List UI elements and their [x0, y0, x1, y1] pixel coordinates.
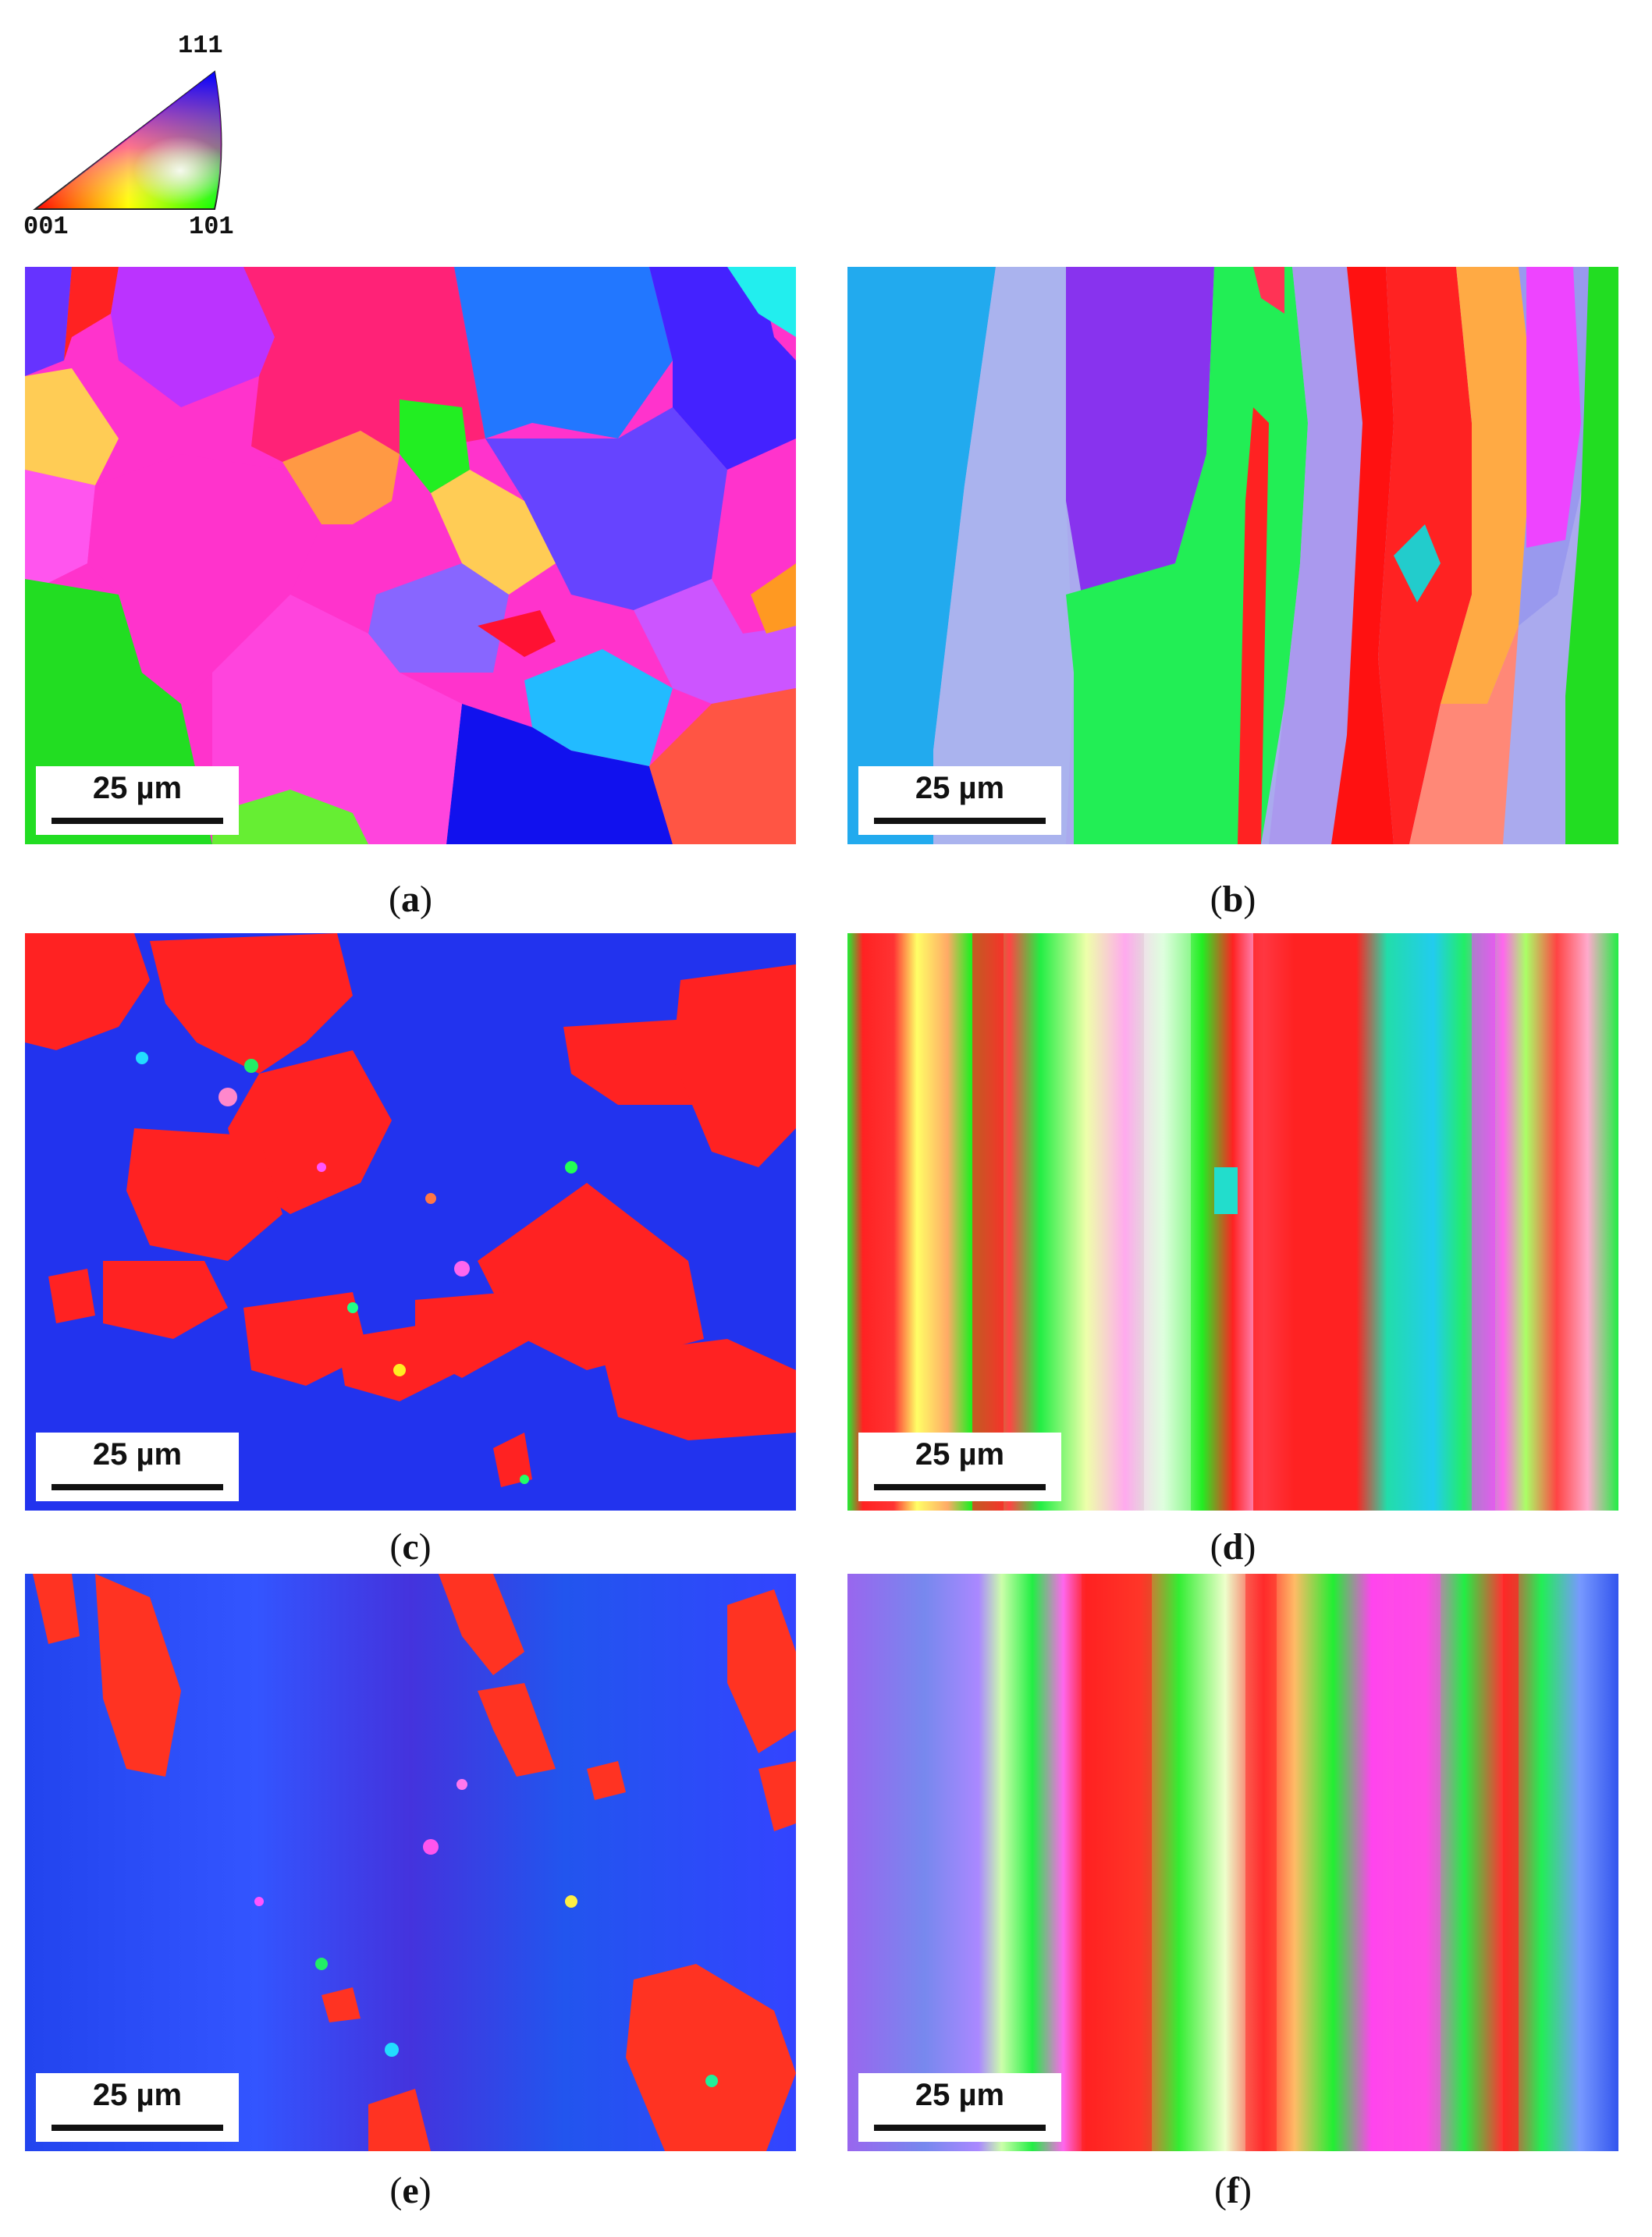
caption-a: (a) [389, 879, 432, 920]
caption-d: (d) [1210, 1526, 1256, 1568]
scale-bar-b: 25 µm [858, 766, 1061, 835]
pole-111-label: 111 [178, 31, 223, 60]
caption-c: (c) [389, 1526, 432, 1568]
scale-label-a: 25 µm [92, 771, 183, 805]
ebsd-map-f: 25 µm [847, 1574, 1618, 2151]
ebsd-map-d: 25 µm [847, 933, 1618, 1511]
scale-bar-e: 25 µm [36, 2073, 239, 2142]
caption-e: (e) [389, 2170, 432, 2211]
scale-line-d [874, 1484, 1046, 1490]
pole-001-label: 001 [23, 212, 69, 241]
ebsd-map-c: 25 µm [25, 933, 796, 1511]
caption-f: (f) [1214, 2170, 1252, 2211]
scale-label-f: 25 µm [915, 2078, 1005, 2112]
scale-label-c: 25 µm [92, 1437, 183, 1472]
scale-bar-c: 25 µm [36, 1433, 239, 1501]
scale-line-e [52, 2125, 223, 2131]
scale-label-d: 25 µm [915, 1437, 1005, 1472]
ebsd-map-d-image [847, 933, 1618, 1511]
ebsd-map-c-image [25, 933, 796, 1511]
scale-label-e: 25 µm [92, 2078, 183, 2112]
ebsd-map-e-image [25, 1574, 796, 2151]
ebsd-map-a: 25 µm [25, 267, 796, 844]
scale-line-f [874, 2125, 1046, 2131]
ebsd-map-e: 25 µm [25, 1574, 796, 2151]
ebsd-map-b-image [847, 267, 1618, 844]
caption-b: (b) [1210, 879, 1256, 920]
ebsd-map-b: 25 µm [847, 267, 1618, 844]
scale-bar-d: 25 µm [858, 1433, 1061, 1501]
pole-101-label: 101 [189, 212, 234, 241]
scale-bar-f: 25 µm [858, 2073, 1061, 2142]
scale-line-c [52, 1484, 223, 1490]
scale-line-b [874, 818, 1046, 824]
ebsd-map-a-image [25, 267, 796, 844]
scale-line-a [52, 818, 223, 824]
ebsd-map-f-image [847, 1574, 1618, 2151]
scale-bar-a: 25 µm [36, 766, 239, 835]
ipf-triangle [33, 70, 222, 210]
ipf-color-key: 111 001 101 [23, 31, 242, 242]
scale-label-b: 25 µm [915, 771, 1005, 805]
